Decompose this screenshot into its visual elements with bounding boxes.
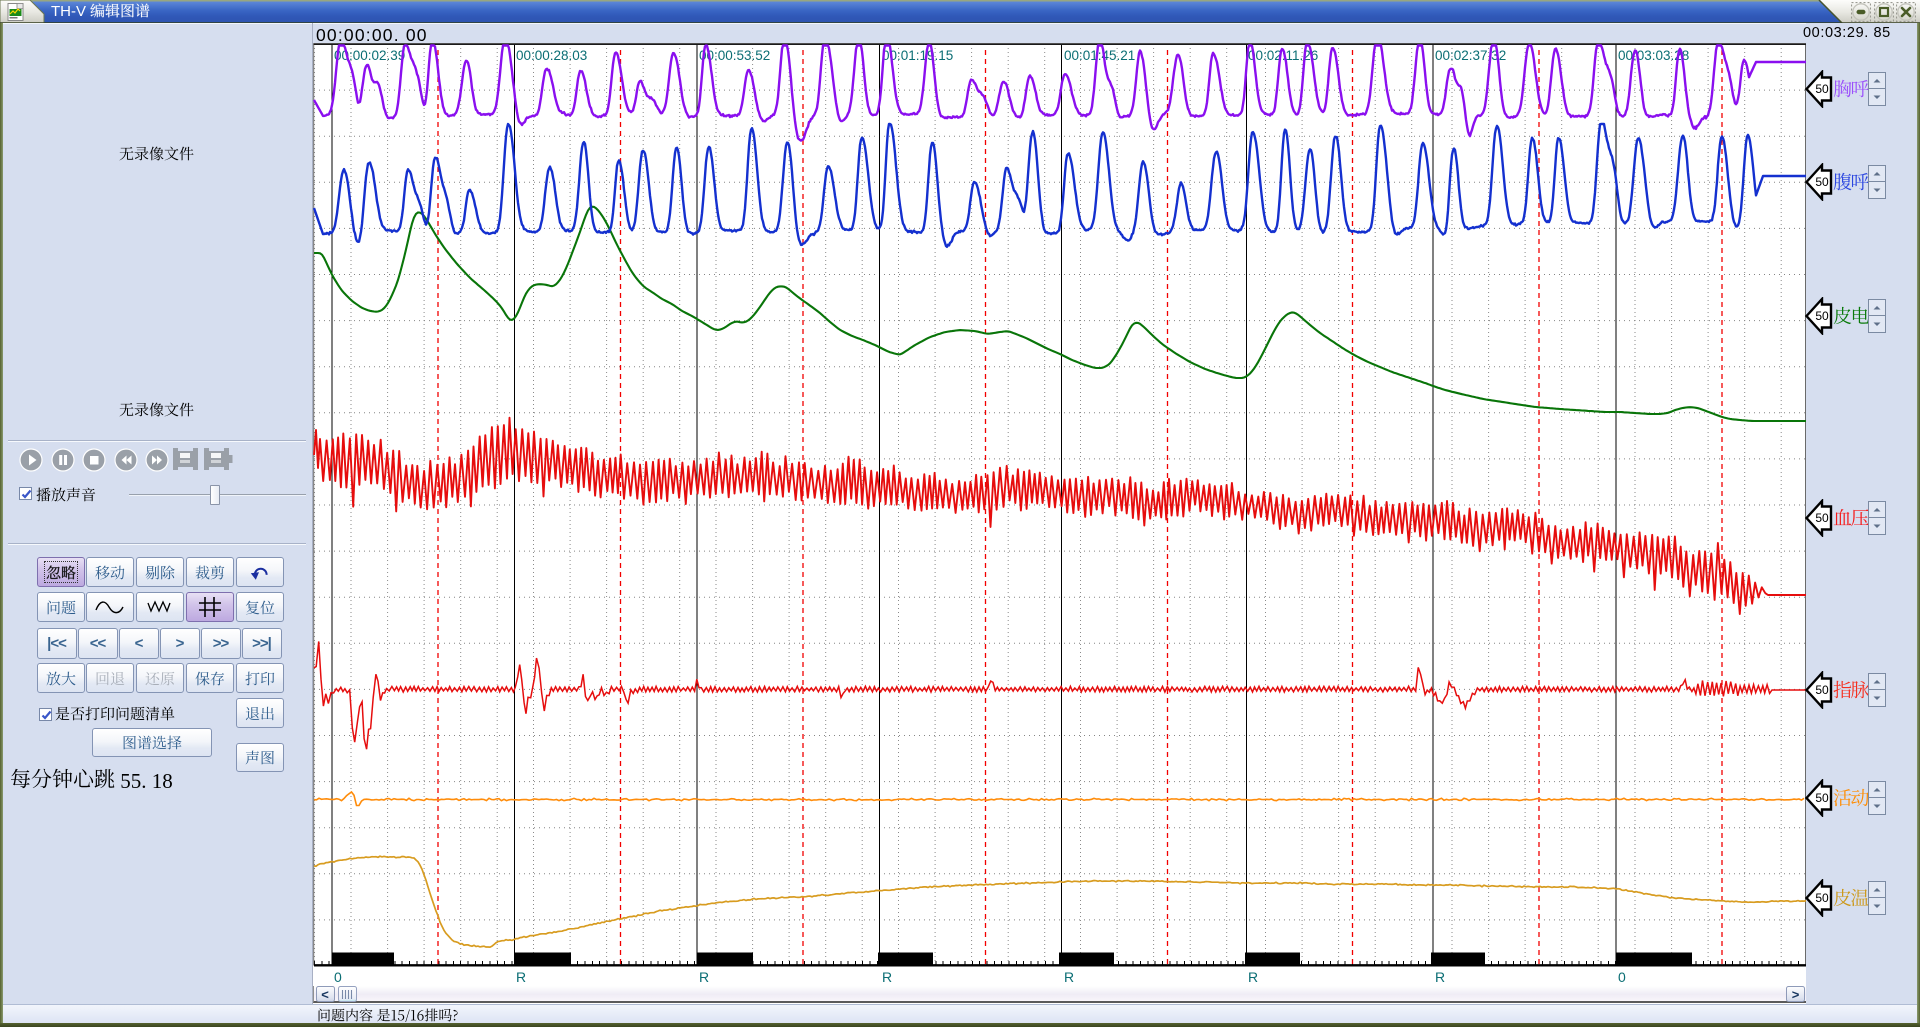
svg-text:00:00:53.52: 00:00:53.52 bbox=[699, 48, 770, 63]
svg-text:00:02:11.26: 00:02:11.26 bbox=[1248, 48, 1318, 63]
svg-text:00:00:02.39: 00:00:02.39 bbox=[334, 48, 405, 63]
svg-text:00:00:28.03: 00:00:28.03 bbox=[516, 48, 587, 63]
svg-text:00:02:37.32: 00:02:37.32 bbox=[1435, 48, 1506, 63]
svg-text:00:01:45.21: 00:01:45.21 bbox=[1064, 48, 1135, 63]
svg-text:00:01:19.15: 00:01:19.15 bbox=[882, 48, 953, 63]
